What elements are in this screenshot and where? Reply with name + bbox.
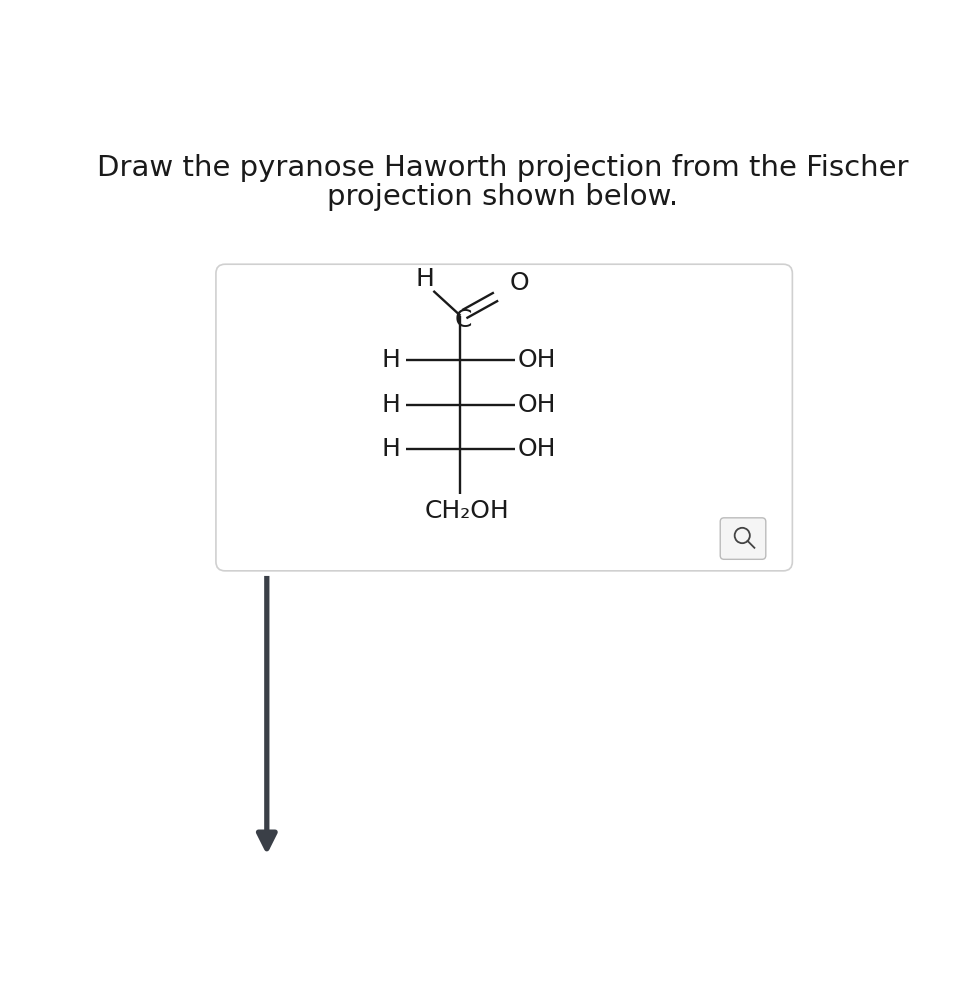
Text: H: H <box>381 393 400 417</box>
Text: OH: OH <box>517 437 556 461</box>
Text: OH: OH <box>517 348 556 372</box>
Text: projection shown below.: projection shown below. <box>326 183 678 211</box>
Text: CH₂OH: CH₂OH <box>424 499 509 523</box>
Text: H: H <box>381 437 400 461</box>
Text: O: O <box>510 271 529 295</box>
FancyBboxPatch shape <box>720 518 765 559</box>
Text: OH: OH <box>517 393 556 417</box>
FancyBboxPatch shape <box>216 264 793 571</box>
Text: H: H <box>381 348 400 372</box>
Text: H: H <box>416 266 434 290</box>
Text: Draw the pyranose Haworth projection from the Fischer: Draw the pyranose Haworth projection fro… <box>96 154 908 183</box>
Text: C: C <box>455 308 472 332</box>
